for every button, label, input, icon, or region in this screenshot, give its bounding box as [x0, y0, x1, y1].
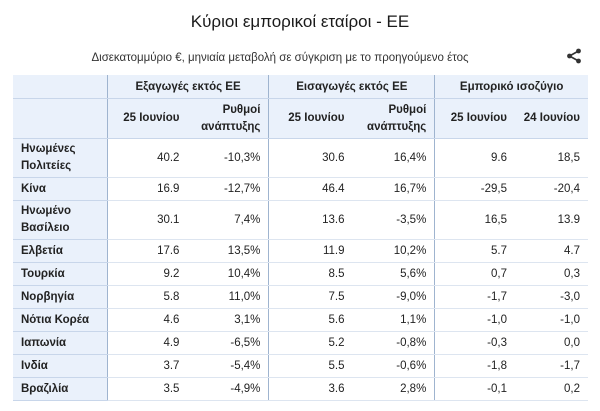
- table-cell: -0,6%: [352, 354, 435, 378]
- table-cell: -3,0: [515, 285, 588, 309]
- table-cell: 11.9: [268, 239, 353, 263]
- table-cell: 30.1: [106, 200, 188, 240]
- row-label: Τουρκία: [13, 262, 108, 286]
- table-cell: 5.5: [268, 354, 353, 378]
- table-cell: 5.8: [106, 285, 188, 309]
- table-cell: -1,7: [434, 285, 515, 309]
- table-cell: -1,0: [515, 308, 588, 332]
- group-header-imports: Εισαγωγές εκτός ΕΕ: [268, 75, 435, 99]
- table-cell: -10,3%: [187, 138, 269, 178]
- table-cell: 13.9: [515, 200, 588, 240]
- table-cell: -20,4: [515, 177, 588, 201]
- table-cell: 7,4%: [187, 200, 269, 240]
- group-header-balance: Εμπορικό ισοζύγιο: [434, 75, 588, 99]
- table-row: Νορβηγία 5.8 11,0% 7.5 -9,0% -1,7 -3,0: [13, 285, 588, 309]
- table-cell: 30.6: [268, 138, 353, 178]
- table-cell: 40.2: [106, 138, 188, 178]
- table-cell: 5.7: [434, 239, 515, 263]
- row-label: Νότια Κορέα: [13, 308, 108, 332]
- table-cell: -0,1: [434, 377, 515, 401]
- column-header: 25 Ιουνίου: [434, 98, 515, 139]
- row-label: Νορβηγία: [13, 285, 108, 309]
- row-label: Ιαπωνία: [13, 331, 108, 355]
- table-cell: -1,7: [515, 354, 588, 378]
- table-row: Ηνωμένο Βασίλειο 30.1 7,4% 13.6 -3,5% 16,5 13.…: [13, 200, 588, 240]
- row-label: Ινδία: [13, 354, 108, 378]
- table-cell: 3.6: [268, 377, 353, 401]
- table-cell: 10,2%: [352, 239, 435, 263]
- table-cell: 5.2: [268, 331, 353, 355]
- table-cell: -1,0: [434, 308, 515, 332]
- table-cell: 3.7: [106, 354, 188, 378]
- share-icon[interactable]: [566, 48, 582, 64]
- table-row: Νότια Κορέα 4.6 3,1% 5.6 1,1% -1,0 -1,0: [13, 308, 588, 332]
- row-label: Κίνα: [13, 177, 108, 201]
- table-cell: 8.5: [268, 262, 353, 286]
- column-header: 25 Ιουνίου: [268, 98, 353, 139]
- table-cell: 7.5: [268, 285, 353, 309]
- table-cell: 16.9: [106, 177, 188, 201]
- table-cell: 0,0: [515, 331, 588, 355]
- table-row: Ελβετία 17.6 13,5% 11.9 10,2% 5.7 4.7: [13, 239, 588, 263]
- table-cell: -29,5: [434, 177, 515, 201]
- table-cell: 10,4%: [187, 262, 269, 286]
- table-cell: 16,4%: [352, 138, 435, 178]
- column-header: Ρυθμοί ανάπτυξης: [187, 98, 269, 139]
- table-cell: 0,2: [515, 377, 588, 401]
- table-cell: 2,8%: [352, 377, 435, 401]
- table-cell: 9.2: [106, 262, 188, 286]
- table-cell: 9.6: [434, 138, 515, 178]
- table-row: Ηνωμένες Πολιτείες 40.2 -10,3% 30.6 16,4% 9.6…: [13, 138, 588, 178]
- corner-cell: [13, 98, 108, 139]
- table-cell: 5.6: [268, 308, 353, 332]
- table-cell: -5,4%: [187, 354, 269, 378]
- table-row: Τουρκία 9.2 10,4% 8.5 5,6% 0,7 0,3: [13, 262, 588, 286]
- table-cell: -0,8%: [352, 331, 435, 355]
- group-header-exports: Εξαγωγές εκτός ΕΕ: [106, 75, 269, 99]
- table-cell: -1,8: [434, 354, 515, 378]
- corner-cell: [13, 75, 108, 99]
- table-cell: 1,1%: [352, 308, 435, 332]
- table-row: Κίνα 16.9 -12,7% 46.4 16,7% -29,5 -20,4: [13, 177, 588, 201]
- table-cell: 0,3: [515, 262, 588, 286]
- table-cell: 4.7: [515, 239, 588, 263]
- table-cell: 13.6: [268, 200, 353, 240]
- table-cell: -0,3: [434, 331, 515, 355]
- table-cell: 46.4: [268, 177, 353, 201]
- column-header: 24 Ιουνίου: [515, 98, 588, 139]
- chart-title: Κύριοι εμπορικοί εταίροι - ΕΕ: [190, 12, 410, 31]
- table-cell: -6,5%: [187, 331, 269, 355]
- row-label: Ηνωμένες Πολιτείες: [13, 138, 108, 178]
- table-cell: 5,6%: [352, 262, 435, 286]
- table-cell: 0,7: [434, 262, 515, 286]
- table-cell: 4.6: [106, 308, 188, 332]
- row-label: Βραζιλία: [13, 377, 108, 401]
- row-label: Ελβετία: [13, 239, 108, 263]
- table-row: Ιαπωνία 4.9 -6,5% 5.2 -0,8% -0,3 0,0: [13, 331, 588, 355]
- table-cell: -3,5%: [352, 200, 435, 240]
- column-header: 25 Ιουνίου: [106, 98, 188, 139]
- table-cell: 17.6: [106, 239, 188, 263]
- table-cell: 16,7%: [352, 177, 435, 201]
- table-cell: 11,0%: [187, 285, 269, 309]
- row-label: Ηνωμένο Βασίλειο: [13, 200, 108, 240]
- table-cell: -9,0%: [352, 285, 435, 309]
- table-row: Βραζιλία 3.5 -4,9% 3.6 2,8% -0,1 0,2: [13, 377, 588, 401]
- table-cell: 18,5: [515, 138, 588, 178]
- table-cell: 13,5%: [187, 239, 269, 263]
- column-header: Ρυθμοί ανάπτυξης: [352, 98, 435, 139]
- table-cell: 4.9: [106, 331, 188, 355]
- table-cell: -12,7%: [187, 177, 269, 201]
- table-body: Ηνωμένες Πολιτείες 40.2 -10,3% 30.6 16,4% 9.6…: [13, 138, 588, 401]
- trade-partners-table: Εξαγωγές εκτός ΕΕ Εισαγωγές εκτός ΕΕ Εμπ…: [13, 75, 588, 401]
- table-row: Ινδία 3.7 -5,4% 5.5 -0,6% -1,8 -1,7: [13, 354, 588, 378]
- table-cell: 3,1%: [187, 308, 269, 332]
- table-cell: 3.5: [106, 377, 188, 401]
- table-cell: -4,9%: [187, 377, 269, 401]
- chart-subtitle: Δισεκατομμύριο €, μηνιαία μεταβολή σε σύ…: [91, 52, 469, 64]
- table-cell: 16,5: [434, 200, 515, 240]
